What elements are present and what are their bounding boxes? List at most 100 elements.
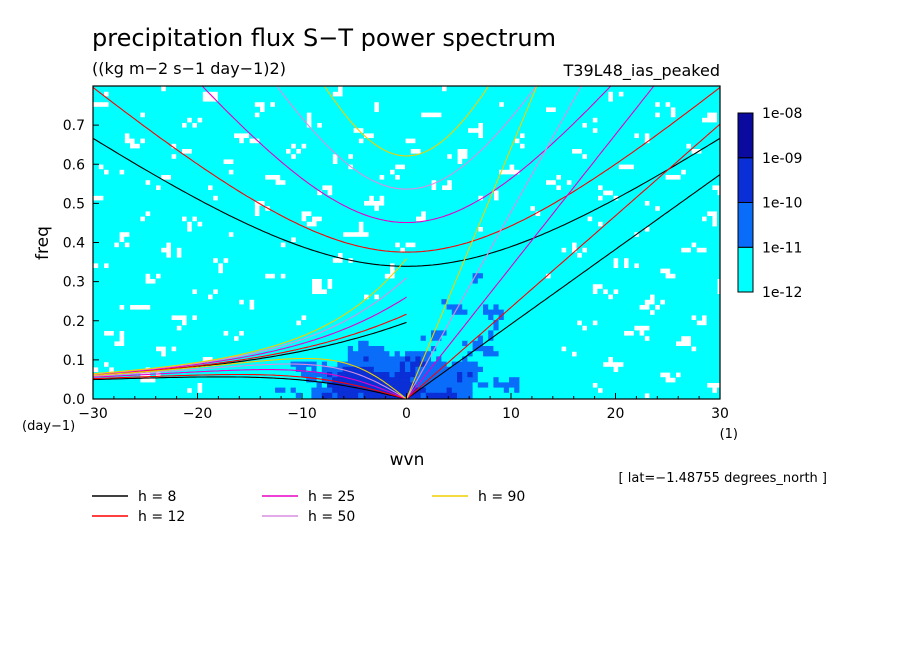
heat-cell xyxy=(259,278,266,285)
heat-cell xyxy=(644,216,650,222)
heat-cell xyxy=(353,268,359,274)
heat-cell xyxy=(160,262,167,269)
heat-cell xyxy=(493,252,500,259)
heat-cell xyxy=(545,132,552,139)
heat-cell xyxy=(644,117,650,123)
heat-cell xyxy=(108,236,115,243)
heat-cell xyxy=(462,195,468,201)
heat-cell xyxy=(659,309,666,316)
heat-cell xyxy=(306,179,312,186)
heat-cell xyxy=(113,216,120,222)
heat-cell xyxy=(503,91,510,97)
heat-cell xyxy=(129,288,136,295)
heat-cell xyxy=(467,153,474,160)
heat-cell xyxy=(191,153,198,160)
heat-cell xyxy=(311,226,318,233)
heat-cell xyxy=(659,106,666,113)
heat-cell xyxy=(602,96,609,103)
heat-cell xyxy=(623,174,630,181)
heat-cell xyxy=(607,273,614,279)
heat-cell xyxy=(680,86,687,92)
heat-cell xyxy=(436,86,442,92)
heat-cell xyxy=(680,148,687,155)
heat-cell xyxy=(701,143,708,149)
heat-cell xyxy=(399,226,406,233)
heat-cell xyxy=(659,148,666,155)
heat-cell xyxy=(498,262,505,269)
heat-cell xyxy=(571,262,578,269)
heat-cell xyxy=(446,112,453,118)
heat-cell xyxy=(467,106,474,113)
heat-cell xyxy=(451,101,458,108)
heat-cell xyxy=(717,143,720,149)
heat-cell xyxy=(306,257,312,264)
heat-cell xyxy=(680,122,687,129)
heat-cell xyxy=(285,236,292,243)
heat-cell xyxy=(451,242,458,248)
heat-cell xyxy=(665,122,671,129)
heat-cell xyxy=(654,195,661,201)
heat-cell xyxy=(457,247,463,253)
heat-cell xyxy=(108,252,115,259)
heat-cell xyxy=(425,288,432,295)
heat-cell xyxy=(223,288,229,295)
heat-cell xyxy=(108,127,115,134)
heat-cell xyxy=(644,153,650,160)
heat-cell xyxy=(644,179,650,186)
heat-cell xyxy=(98,106,104,113)
heat-cell xyxy=(238,112,245,118)
heat-cell xyxy=(186,96,193,103)
heat-cell xyxy=(249,226,255,233)
heat-cell xyxy=(129,127,136,134)
heat-cell xyxy=(488,195,494,201)
heat-cell xyxy=(675,91,682,97)
heat-cell xyxy=(186,231,193,238)
heat-cell xyxy=(576,299,583,305)
heat-cell xyxy=(602,117,609,123)
heat-cell xyxy=(150,236,156,243)
heat-cell xyxy=(680,101,687,108)
heat-cell xyxy=(467,200,474,207)
heat-cell xyxy=(405,236,411,243)
heat-cell xyxy=(223,231,229,238)
heat-cell xyxy=(462,184,468,191)
heat-cell xyxy=(181,288,188,295)
heat-cell xyxy=(483,247,489,253)
heat-cell xyxy=(441,262,448,269)
heat-cell xyxy=(259,174,266,181)
heat-cell xyxy=(145,231,151,238)
heat-cell xyxy=(691,117,697,123)
heat-cell xyxy=(659,216,666,222)
heat-cell xyxy=(311,158,318,165)
heat-cell xyxy=(431,91,437,97)
heat-cell xyxy=(540,86,546,92)
heat-cell xyxy=(145,106,151,113)
heat-cell xyxy=(145,184,151,191)
heat-cell xyxy=(134,247,141,253)
heat-cell xyxy=(571,101,578,108)
heat-cell xyxy=(415,112,422,118)
heat-cell xyxy=(399,190,406,196)
heat-cell xyxy=(243,242,250,248)
heat-cell xyxy=(628,216,635,222)
heat-cell xyxy=(628,236,635,243)
heat-cell xyxy=(503,247,510,253)
heat-cell xyxy=(113,221,120,227)
heat-cell xyxy=(311,148,318,155)
heat-cell xyxy=(717,132,720,139)
heat-cell xyxy=(535,195,541,201)
heat-cell xyxy=(181,247,188,253)
heat-cell xyxy=(186,210,193,217)
heat-cell xyxy=(566,216,572,222)
heat-cell xyxy=(654,257,661,264)
heat-cell xyxy=(561,122,567,129)
heat-cell xyxy=(467,96,474,103)
heat-cell xyxy=(425,257,432,264)
heat-cell xyxy=(514,153,520,160)
heat-cell xyxy=(420,273,427,279)
heat-cell xyxy=(389,195,396,201)
heat-cell xyxy=(108,299,115,305)
heat-cell xyxy=(519,122,526,129)
heat-cell xyxy=(488,294,494,300)
heat-cell xyxy=(446,273,453,279)
